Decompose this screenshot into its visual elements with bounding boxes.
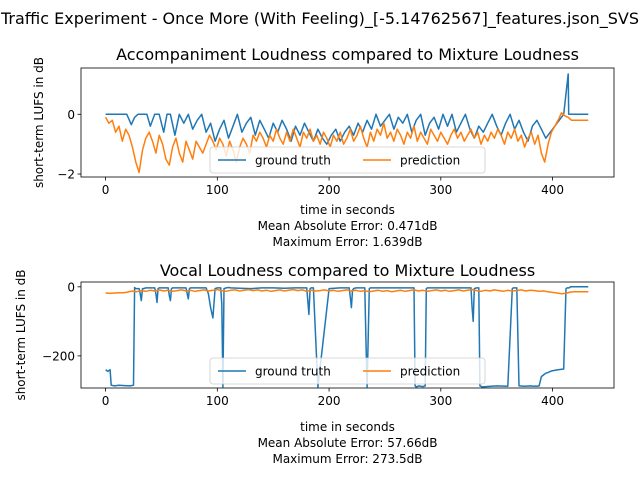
y-axis-label: short-term LUFS in dB bbox=[14, 269, 28, 400]
series-line-ground-truth bbox=[105, 73, 589, 145]
error-stat: Maximum Error: 273.5dB bbox=[272, 452, 422, 466]
x-tick-label: 0 bbox=[102, 183, 110, 197]
x-tick-label: 200 bbox=[318, 394, 341, 408]
vocal-chart: Vocal Loudness compared to Mixture Loudn… bbox=[14, 261, 615, 466]
legend-label: prediction bbox=[400, 365, 460, 379]
chart-title: Vocal Loudness compared to Mixture Loudn… bbox=[160, 261, 535, 280]
legend-frame bbox=[209, 146, 486, 174]
y-tick-label: 0 bbox=[67, 108, 75, 122]
y-tick-label: −2 bbox=[57, 168, 75, 182]
accompaniment-chart: Accompaniment Loudness compared to Mixtu… bbox=[32, 45, 615, 249]
x-tick-label: 400 bbox=[541, 394, 564, 408]
legend-frame bbox=[209, 357, 486, 385]
x-tick-label: 300 bbox=[429, 394, 452, 408]
error-stat: Maximum Error: 1.639dB bbox=[272, 235, 422, 249]
legend-label: ground truth bbox=[255, 154, 331, 168]
legend-label: ground truth bbox=[255, 365, 331, 379]
y-tick-label: −200 bbox=[42, 349, 75, 363]
x-tick-label: 400 bbox=[541, 183, 564, 197]
x-tick-label: 300 bbox=[429, 183, 452, 197]
x-tick-label: 100 bbox=[206, 394, 229, 408]
x-tick-label: 200 bbox=[318, 183, 341, 197]
error-stat: Mean Absolute Error: 0.471dB bbox=[258, 219, 438, 233]
axes-frame bbox=[80, 67, 615, 178]
error-stat: Mean Absolute Error: 57.66dB bbox=[258, 436, 438, 450]
x-axis-label: time in seconds bbox=[300, 420, 395, 434]
y-tick-label: 0 bbox=[67, 280, 75, 294]
y-axis-label: short-term LUFS in dB bbox=[32, 57, 46, 188]
x-tick-label: 100 bbox=[206, 183, 229, 197]
figure-title: Traffic Experiment - Once More (With Fee… bbox=[0, 9, 639, 29]
x-tick-label: 0 bbox=[102, 394, 110, 408]
series-line-prediction bbox=[104, 112, 589, 174]
axes-frame bbox=[80, 281, 615, 389]
chart-title: Accompaniment Loudness compared to Mixtu… bbox=[116, 45, 579, 64]
legend: ground truth prediction bbox=[209, 146, 486, 174]
series-line-prediction bbox=[105, 288, 589, 295]
legend-label: prediction bbox=[400, 154, 460, 168]
x-axis-label: time in seconds bbox=[300, 203, 395, 217]
legend: ground truth prediction bbox=[209, 357, 486, 385]
